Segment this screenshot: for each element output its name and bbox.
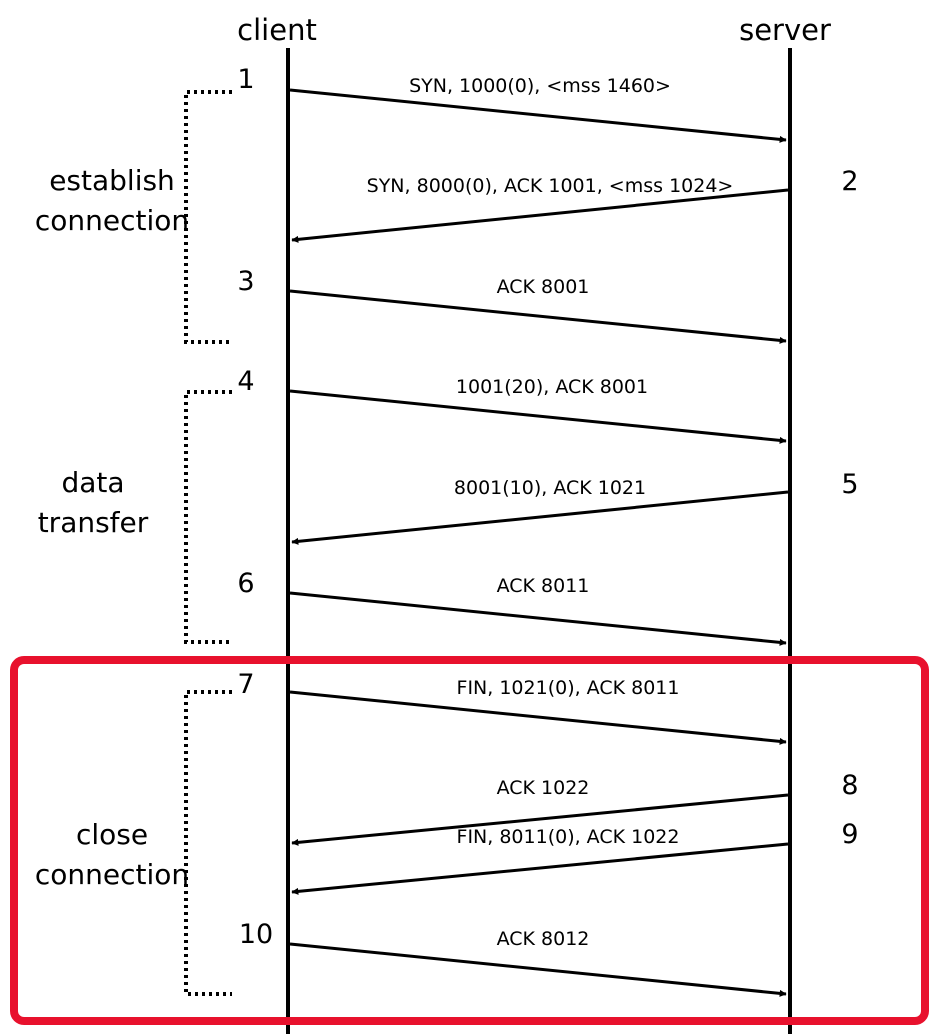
phase-bracket [184,90,232,344]
message-6: ACK 8011 6 [237,568,787,646]
message-group: SYN, 1000(0), <mss 1460> 1 SYN, 8000(0), A… [237,64,859,997]
message-arrow [291,490,789,545]
client-header: client [237,13,317,47]
step-number: 8 [841,770,858,801]
phase-bracket [184,390,232,644]
phase-label: establish [49,164,175,197]
message-arrow [289,942,787,997]
close-connection-highlight-box [10,656,929,1025]
phase-1: establish connection [35,90,232,344]
message-1: SYN, 1000(0), <mss 1460> 1 [237,64,787,143]
phase-label: transfer [38,506,149,539]
message-label: 1001(20), ACK 8001 [456,376,648,398]
message-arrow [289,289,787,344]
message-arrow [289,88,787,143]
phase-label: connection [35,204,189,237]
message-arrow [291,188,789,243]
message-10: ACK 8012 10 [239,919,787,997]
message-7: FIN, 1021(0), ACK 8011 7 [237,669,787,745]
phase-label: data [61,466,124,499]
phase-3: close connection [35,690,232,996]
message-label: SYN, 8000(0), ACK 1001, <mss 1024> [367,175,734,197]
phase-label: close [76,818,148,851]
step-number: 1 [237,64,254,95]
server-header: server [739,13,831,47]
step-number: 3 [237,266,254,297]
phase-group: establish connection data transfer close conn… [35,90,232,996]
message-8: ACK 1022 8 [291,770,859,846]
message-arrow [291,793,789,846]
message-arrow [289,389,787,444]
message-label: 8001(10), ACK 1021 [454,477,646,499]
message-arrow [291,842,789,895]
phase-bracket [184,690,232,996]
message-2: SYN, 8000(0), ACK 1001, <mss 1024> 2 [291,166,859,243]
message-label: SYN, 1000(0), <mss 1460> [409,75,671,97]
message-label: ACK 1022 [497,777,590,799]
step-number: 2 [841,166,858,197]
step-number: 10 [239,919,273,950]
phase-label: connection [35,858,189,891]
message-9: FIN, 8011(0), ACK 1022 9 [291,819,859,895]
message-label: ACK 8001 [497,276,590,298]
message-label: ACK 8012 [497,928,590,950]
message-3: ACK 8001 3 [237,266,787,344]
message-5: 8001(10), ACK 1021 5 [291,469,859,545]
phase-2: data transfer [38,390,232,644]
step-number: 6 [237,568,254,599]
message-label: FIN, 8011(0), ACK 1022 [457,826,680,848]
step-number: 5 [841,469,858,500]
step-number: 7 [237,669,254,700]
message-label: FIN, 1021(0), ACK 8011 [457,677,680,699]
message-4: 1001(20), ACK 8001 4 [237,366,787,444]
message-arrow [289,591,787,646]
message-arrow [289,690,787,745]
message-label: ACK 8011 [497,575,590,597]
step-number: 4 [237,366,254,397]
step-number: 9 [841,819,858,850]
